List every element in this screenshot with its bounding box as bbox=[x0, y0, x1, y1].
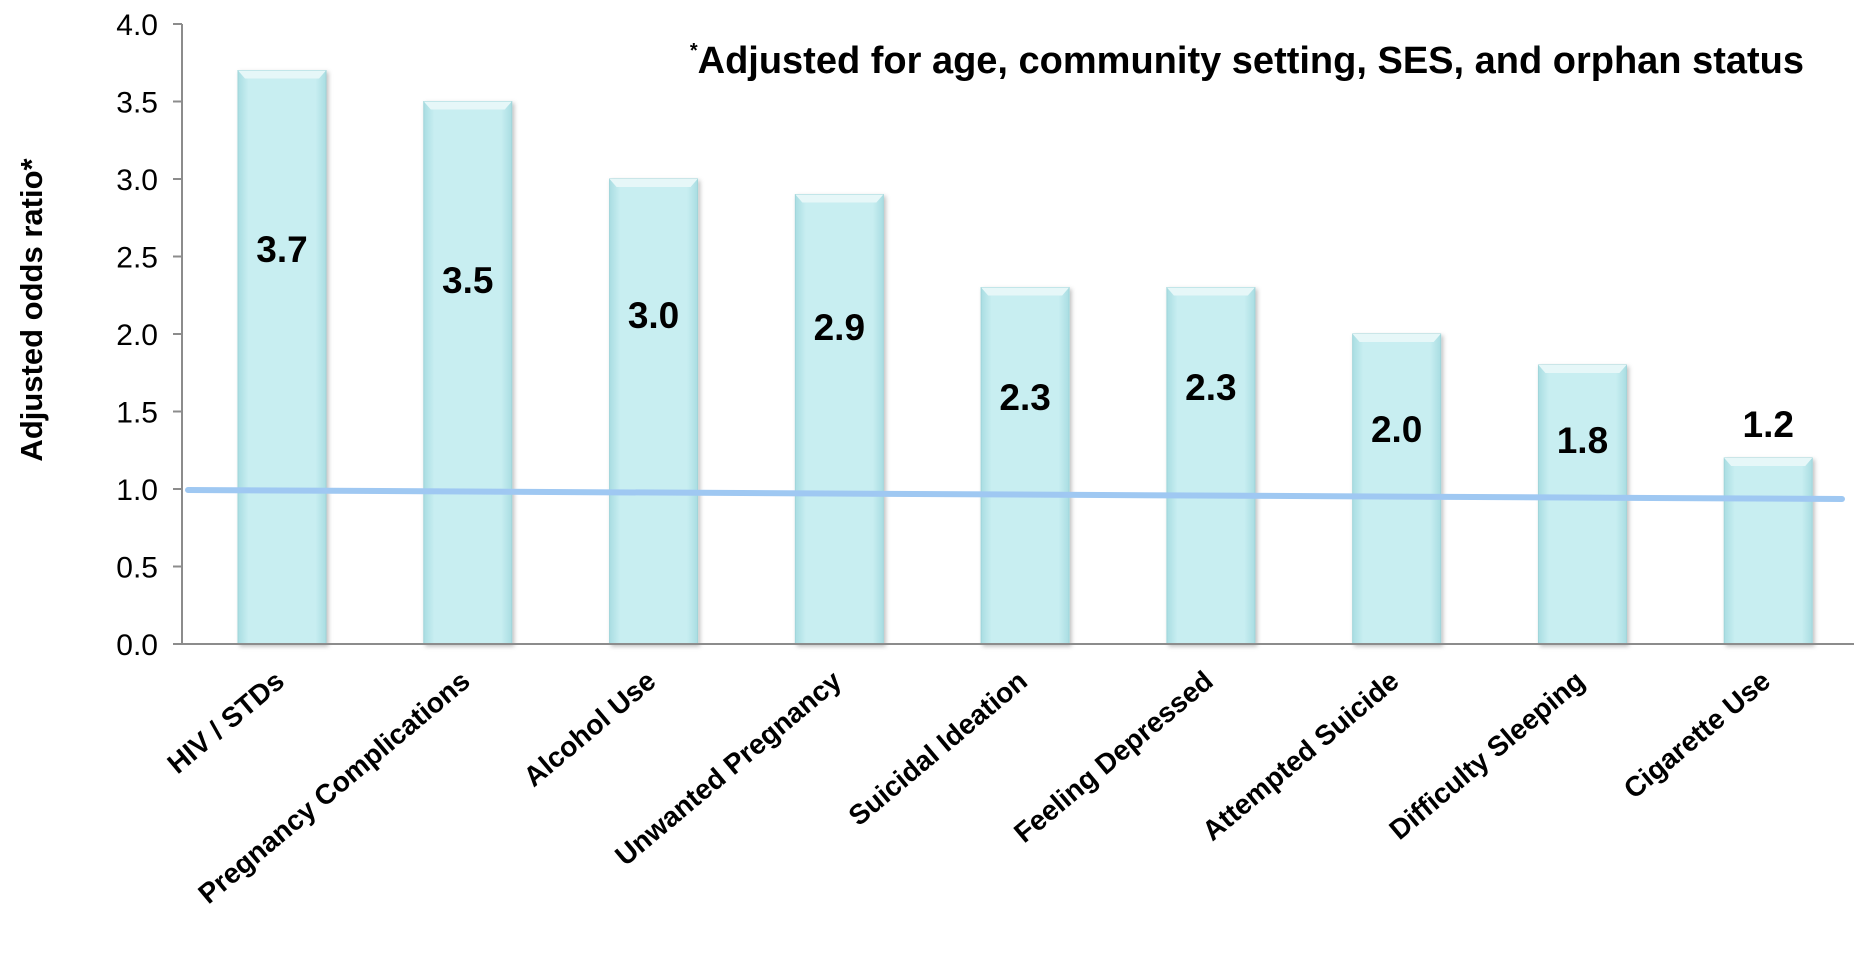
bar-body bbox=[1537, 364, 1627, 645]
x-category-label: Suicidal Ideation bbox=[843, 665, 1033, 832]
bar-4 bbox=[794, 194, 884, 645]
bar-body bbox=[1723, 457, 1813, 645]
bar-value-label: 2.3 bbox=[999, 377, 1050, 418]
bar-value-label: 2.3 bbox=[1185, 367, 1236, 408]
bar-body bbox=[794, 194, 884, 645]
value-labels-group: 3.7 3.5 3.0 2.9 2.3 2.3 2.0 1.8 1.2 bbox=[256, 229, 1794, 461]
bar-top-bevel bbox=[981, 287, 1070, 296]
y-axis-title: Adjusted odds ratio* bbox=[14, 158, 49, 462]
x-category-label: HIV / STDs bbox=[161, 665, 289, 780]
bar-top-bevel bbox=[1352, 334, 1441, 342]
x-category-label: Alcohol Use bbox=[518, 665, 662, 793]
bar-body bbox=[980, 287, 1070, 645]
reference-line-group bbox=[185, 487, 1845, 502]
bar-2 bbox=[423, 101, 513, 645]
bar-9 bbox=[1723, 457, 1813, 645]
bar-3 bbox=[609, 178, 699, 645]
x-category-label: Cigarette Use bbox=[1618, 665, 1776, 805]
adjustment-note-marker: * bbox=[690, 40, 698, 62]
bar-5 bbox=[980, 287, 1070, 645]
bar-value-label: 2.9 bbox=[814, 307, 865, 348]
x-category-label: Feeling Depressed bbox=[1008, 665, 1219, 849]
bar-7 bbox=[1352, 333, 1442, 645]
bar-value-label: 1.8 bbox=[1557, 420, 1608, 461]
bar-value-label: 3.7 bbox=[256, 229, 307, 270]
y-tick-label: 4.0 bbox=[116, 9, 158, 42]
y-tick-label: 1.5 bbox=[116, 397, 158, 430]
bar-top-bevel bbox=[1724, 458, 1813, 466]
y-axis: 0.0 0.5 1.0 1.5 2.0 2.5 3.0 3.5 4.0 bbox=[116, 9, 1854, 662]
y-tick-label: 0.0 bbox=[116, 629, 158, 662]
bar-body bbox=[609, 178, 699, 645]
reference-line bbox=[185, 487, 1845, 502]
bar-top-bevel bbox=[1166, 287, 1255, 296]
bar-body bbox=[1352, 333, 1442, 645]
y-tick-label: 3.0 bbox=[116, 164, 158, 197]
bar-value-label: 2.0 bbox=[1371, 409, 1422, 450]
y-tick-label: 2.0 bbox=[116, 319, 158, 352]
bar-top-bevel bbox=[609, 179, 698, 187]
bar-top-bevel bbox=[423, 101, 512, 110]
bars-group bbox=[237, 70, 1813, 645]
x-category-label: Difficulty Sleeping bbox=[1383, 665, 1590, 846]
adjustment-note-text: Adjusted for age, community setting, SES… bbox=[698, 40, 1804, 82]
bar-1 bbox=[237, 70, 327, 645]
y-tick-label: 3.5 bbox=[116, 87, 158, 120]
bar-6 bbox=[1166, 287, 1256, 645]
x-category-label: Attempted Suicide bbox=[1196, 665, 1404, 847]
bar-8 bbox=[1537, 364, 1627, 645]
bar-value-label: 1.2 bbox=[1743, 404, 1794, 445]
bar-body bbox=[1166, 287, 1256, 645]
y-tick-label: 0.5 bbox=[116, 552, 158, 585]
bar-value-label: 3.5 bbox=[442, 260, 493, 301]
bar-body bbox=[237, 70, 327, 645]
y-tick-label: 2.5 bbox=[116, 242, 158, 275]
bar-top-bevel bbox=[795, 194, 884, 203]
bar-top-bevel bbox=[238, 70, 326, 79]
bar-body bbox=[423, 101, 513, 645]
y-tick-label: 1.0 bbox=[116, 474, 158, 507]
bar-value-label: 3.0 bbox=[628, 295, 679, 336]
bar-top-bevel bbox=[1538, 365, 1627, 373]
adjustment-note: *Adjusted for age, community setting, SE… bbox=[690, 40, 1804, 82]
